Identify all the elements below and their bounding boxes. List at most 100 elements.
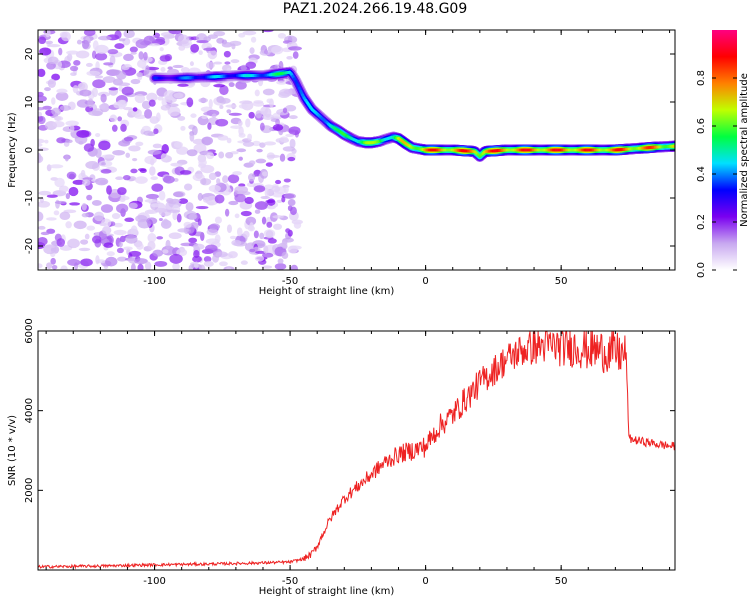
noise-blob [196, 40, 209, 44]
noise-blob [128, 202, 138, 209]
noise-blob [64, 154, 69, 162]
noise-blob [122, 174, 131, 181]
noise-blob [38, 211, 44, 222]
noise-blob [198, 158, 207, 167]
noise-blob [292, 51, 299, 59]
noise-blob [195, 205, 209, 210]
noise-blob [193, 143, 207, 153]
noise-blob [231, 239, 242, 246]
noise-blob [94, 75, 104, 79]
noise-blob [44, 87, 51, 92]
noise-blob [65, 139, 73, 144]
noise-blob [51, 73, 61, 81]
snr-frame [37, 330, 676, 571]
noise-blob [253, 185, 266, 193]
noise-blob [219, 261, 228, 267]
noise-blob [116, 71, 127, 80]
noise-blob [143, 51, 148, 61]
noise-blob [72, 179, 85, 185]
noise-blob [54, 177, 65, 188]
noise-blob [66, 50, 80, 55]
noise-blob [66, 171, 77, 180]
noise-blob [168, 232, 182, 240]
noise-blob [129, 46, 138, 53]
noise-blob [38, 263, 43, 269]
noise-blob [287, 198, 296, 206]
noise-blob [162, 249, 169, 254]
noise-blob [201, 115, 208, 120]
noise-blob [266, 98, 273, 104]
noise-blob [282, 146, 296, 152]
noise-blob [118, 140, 131, 147]
noise-blob [261, 30, 274, 33]
noise-blob [176, 248, 188, 257]
noise-blob [82, 179, 91, 187]
noise-blob [40, 231, 50, 236]
noise-blob [80, 258, 93, 267]
noise-blob [213, 31, 226, 37]
noise-blob [116, 203, 129, 214]
noise-blob [101, 218, 112, 227]
noise-blob [272, 215, 284, 219]
noise-blob [116, 247, 124, 254]
noise-blob [83, 30, 96, 37]
noise-blob [242, 30, 257, 36]
noise-blob [115, 176, 124, 180]
noise-blob [205, 61, 215, 69]
noise-blob [234, 185, 249, 194]
noise-blob [281, 240, 288, 249]
noise-blob [152, 249, 164, 257]
noise-blob [248, 160, 256, 166]
noise-blob [201, 136, 214, 146]
noise-blob [87, 98, 94, 108]
noise-blob [38, 68, 46, 78]
snr-panel: -100 -50 0 50 2000 4000 6000 Height of straigh… [7, 318, 676, 597]
noise-blob [121, 64, 130, 71]
noise-blob [130, 263, 136, 270]
noise-blob [254, 89, 260, 97]
noise-blob [135, 214, 148, 223]
noise-blob [106, 251, 115, 257]
noise-blob [249, 47, 255, 55]
noise-blob [256, 148, 263, 153]
noise-blob [59, 105, 72, 111]
noise-blob [238, 104, 248, 109]
noise-blob [102, 226, 112, 235]
noise-blob [230, 59, 240, 64]
noise-blob [50, 257, 56, 265]
noise-blob [130, 225, 138, 236]
noise-blob [81, 202, 87, 211]
noise-blob [112, 149, 126, 156]
noise-blob [192, 125, 198, 136]
noise-blob [38, 225, 46, 230]
noise-blob [166, 209, 181, 213]
noise-blob [51, 107, 62, 116]
noise-blob [240, 260, 248, 265]
noise-blob [206, 152, 215, 160]
noise-blob [275, 179, 282, 185]
noise-blob [214, 216, 222, 224]
colorbar-tick-label: 0.0 [696, 262, 707, 278]
noise-blob [180, 125, 186, 131]
noise-blob [106, 185, 112, 195]
noise-blob [118, 38, 126, 42]
noise-blob [228, 200, 239, 206]
noise-blob [123, 30, 135, 39]
noise-blob [68, 186, 79, 197]
noise-blob [159, 55, 171, 62]
noise-blob [189, 132, 195, 142]
noise-blob [266, 221, 273, 228]
noise-blob [228, 112, 242, 116]
colorbar-label: Normalized spectral amplitude [739, 73, 750, 227]
noise-blob [38, 153, 42, 163]
noise-blob [123, 106, 133, 111]
noise-blob [283, 193, 296, 199]
noise-blob [247, 133, 253, 141]
noise-blob [86, 225, 96, 231]
noise-blob [236, 148, 247, 153]
colorbar-ticks: 0.0 0.2 0.4 0.6 0.8 [696, 70, 737, 278]
noise-blob [234, 193, 246, 203]
noise-blob [176, 213, 182, 223]
noise-blob [225, 104, 237, 108]
noise-blob [203, 256, 212, 263]
